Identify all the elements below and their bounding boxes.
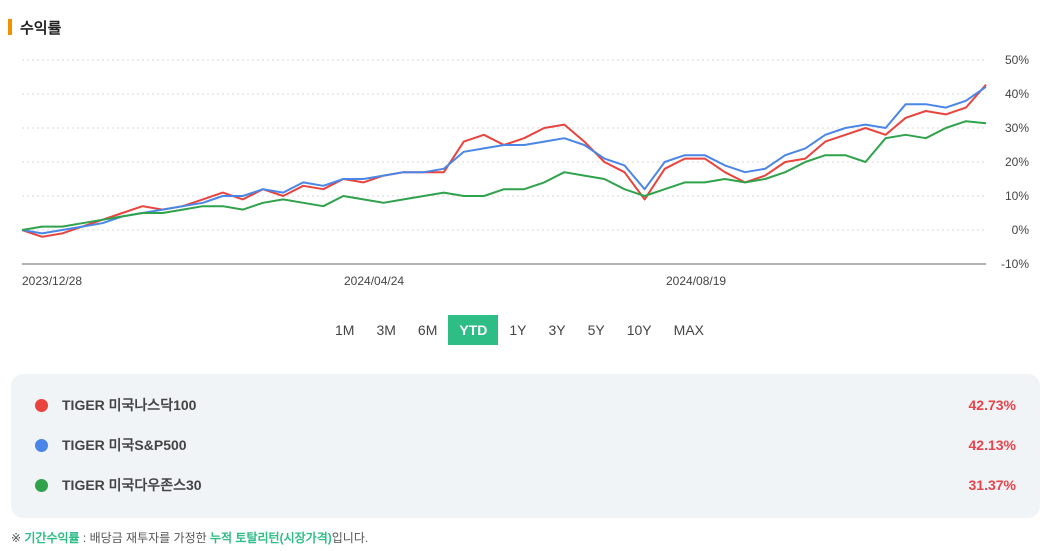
series-line-1 bbox=[21, 85, 987, 235]
y-tick-label: 20% bbox=[1005, 155, 1029, 169]
footnote-suffix: 입니다. bbox=[331, 531, 369, 545]
y-tick-label: 40% bbox=[1005, 87, 1029, 101]
period-button-5y[interactable]: 5Y bbox=[587, 322, 605, 338]
period-button-6m[interactable]: 6M bbox=[417, 322, 438, 338]
period-button-10y[interactable]: 10Y bbox=[626, 322, 652, 338]
y-tick-label: 30% bbox=[1005, 121, 1029, 135]
y-tick-label: 10% bbox=[1005, 189, 1029, 203]
period-button-3m[interactable]: 3M bbox=[376, 322, 396, 338]
y-tick-label: -10% bbox=[1001, 257, 1029, 271]
x-tick-label: 2024/08/19 bbox=[666, 274, 726, 288]
series-color-dot bbox=[35, 398, 48, 412]
legend-return: 31.37% bbox=[968, 477, 1016, 493]
legend-return: 42.73% bbox=[968, 397, 1016, 413]
x-tick-label: 2024/04/24 bbox=[344, 274, 404, 288]
footnote-highlight: 누적 토탈리턴(시장가격) bbox=[210, 531, 332, 545]
header-accent-bar bbox=[8, 19, 12, 35]
y-tick-label: 0% bbox=[1012, 223, 1030, 237]
footnote-middle: : 배당금 재투자를 가정한 bbox=[79, 531, 210, 545]
legend-row-nasdaq: TIGER 미국나스닥100 42.73% bbox=[35, 393, 1016, 417]
legend-name: TIGER 미국다우존스30 bbox=[62, 477, 202, 493]
legend-row-dow: TIGER 미국다우존스30 31.37% bbox=[35, 473, 1016, 497]
legend-name: TIGER 미국나스닥100 bbox=[62, 397, 197, 413]
period-button-3y[interactable]: 3Y bbox=[548, 322, 566, 338]
footnote-term: 기간수익률 bbox=[24, 531, 80, 545]
legend-row-sp500: TIGER 미국S&P500 42.13% bbox=[35, 433, 1016, 457]
legend-panel: TIGER 미국나스닥100 42.73% TIGER 미국S&P500 42.… bbox=[11, 374, 1040, 518]
section-header: 수익률 bbox=[8, 16, 61, 38]
period-button-1m[interactable]: 1M bbox=[335, 322, 355, 338]
period-button-max[interactable]: MAX bbox=[673, 322, 704, 338]
series-line-2 bbox=[21, 120, 987, 231]
legend-name: TIGER 미국S&P500 bbox=[62, 437, 187, 453]
period-button-1y[interactable]: 1Y bbox=[509, 322, 527, 338]
footnote-prefix: ※ bbox=[11, 531, 25, 545]
x-tick-label: 2023/12/28 bbox=[22, 274, 82, 288]
period-button-ytd[interactable]: YTD bbox=[448, 315, 499, 345]
series-line-0 bbox=[21, 84, 987, 238]
return-chart: 50% 40% 30% 20% 10% 0% -10% 2023/12/28 2024/04/2… bbox=[21, 53, 1030, 288]
series-color-dot bbox=[35, 478, 48, 492]
y-tick-label: 50% bbox=[1005, 53, 1029, 67]
series-color-dot bbox=[35, 438, 48, 452]
period-selector: 1M 3M 6M YTD 1Y 3Y 5Y 10Y MAX bbox=[324, 315, 715, 345]
footnote: ※ 기간수익률 : 배당금 재투자를 가정한 누적 토탈리턴(시장가격)입니다. bbox=[11, 529, 368, 546]
legend-return: 42.13% bbox=[968, 437, 1016, 453]
section-title: 수익률 bbox=[20, 19, 62, 37]
